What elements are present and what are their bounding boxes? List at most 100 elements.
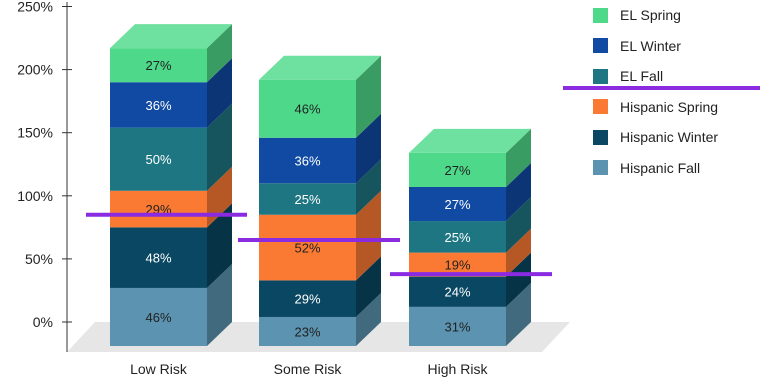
bar-top [409, 128, 531, 153]
data-label: 46% [145, 310, 171, 325]
bar-segment [409, 197, 531, 253]
legend-item-hispanic-spring: Hispanic Spring [593, 92, 718, 123]
data-label: 36% [294, 153, 320, 168]
legend-label-el-fall: EL Fall [620, 68, 664, 85]
bar-side [506, 128, 531, 187]
bar-segment [110, 24, 232, 83]
bar-side [506, 162, 531, 222]
legend-item-el-winter: EL Winter [593, 31, 718, 62]
data-label: 46% [294, 102, 320, 117]
bar-side [506, 228, 531, 277]
bar-side [356, 55, 381, 138]
bar-front [110, 82, 207, 128]
legend-label-el-spring: EL Spring [620, 7, 681, 24]
legend-item-el-spring: EL Spring [593, 0, 718, 31]
bar-segment [110, 58, 232, 128]
data-label: 36% [145, 98, 171, 113]
legend-item-hispanic-winter: Hispanic Winter [593, 122, 718, 153]
bar-segment [409, 252, 531, 307]
bar-segment [110, 263, 232, 346]
bar-segment [409, 228, 531, 277]
data-label: 25% [444, 230, 470, 245]
y-tick-label: 250% [17, 0, 53, 15]
y-tick-label: 0% [33, 314, 53, 330]
x-category-label: Low Risk [130, 361, 188, 377]
bar-segment [259, 190, 381, 281]
bar-front [259, 214, 356, 281]
bar-front [259, 137, 356, 184]
bar-side [207, 24, 232, 83]
bar-front [259, 79, 356, 138]
bar-side [207, 263, 232, 346]
legend-swatch-el-winter [593, 38, 608, 54]
x-category-label: High Risk [428, 361, 489, 377]
legend-swatch-hispanic-fall [593, 160, 608, 176]
bar-front [110, 48, 207, 83]
bar-side [356, 190, 381, 281]
bar-front [259, 183, 356, 215]
bar-side [207, 103, 232, 191]
bar-side [207, 203, 232, 288]
bar-front [110, 287, 207, 346]
bar-top [259, 55, 381, 80]
bar-segment [409, 282, 531, 346]
data-label: 27% [145, 58, 171, 73]
bar-side [356, 113, 381, 184]
legend-swatch-el-spring [593, 7, 608, 23]
bar-front [259, 316, 356, 346]
data-label: 50% [145, 152, 171, 167]
bar-side [356, 256, 381, 317]
bar-side [356, 292, 381, 346]
chart-legend: EL Spring EL Winter EL Fall Hispanic Spr… [593, 0, 718, 183]
bar-front [110, 227, 207, 288]
data-label: 27% [444, 197, 470, 212]
data-label: 52% [294, 241, 320, 256]
bar-front [110, 190, 207, 228]
y-tick-label: 100% [17, 188, 53, 204]
data-label: 19% [444, 258, 470, 273]
x-category-label: Some Risk [274, 361, 343, 377]
data-label: 29% [294, 292, 320, 307]
bar-front [409, 186, 506, 222]
bar-front [409, 306, 506, 346]
bar-segment [259, 55, 381, 138]
bar-side [506, 197, 531, 253]
bar-segment [409, 128, 531, 187]
bar-side [356, 159, 381, 215]
y-tick-label: 50% [25, 251, 53, 267]
data-label: 31% [444, 319, 470, 334]
legend-item-hispanic-fall: Hispanic Fall [593, 153, 718, 184]
bar-front [409, 252, 506, 277]
legend-item-el-fall: EL Fall [593, 61, 718, 92]
legend-swatch-hispanic-winter [593, 129, 608, 145]
bar-segment [259, 292, 381, 346]
bar-segment [259, 113, 381, 184]
y-tick-label: 150% [17, 125, 53, 141]
bar-segment [110, 103, 232, 191]
data-label: 23% [294, 324, 320, 339]
bar-front [259, 280, 356, 317]
bar-segment [110, 166, 232, 228]
data-label: 25% [294, 192, 320, 207]
legend-label-hispanic-fall: Hispanic Fall [620, 159, 701, 176]
legend-label-hispanic-winter: Hispanic Winter [620, 129, 719, 146]
legend-label-hispanic-spring: Hispanic Spring [620, 98, 719, 115]
bar-side [207, 166, 232, 228]
bar-front [409, 221, 506, 253]
y-tick-label: 200% [17, 62, 53, 78]
bar-top [110, 24, 232, 49]
bar-segment [259, 159, 381, 215]
data-label: 24% [444, 285, 470, 300]
data-label: 27% [444, 163, 470, 178]
bar-segment [409, 162, 531, 222]
bar-side [506, 282, 531, 346]
bar-front [409, 152, 506, 187]
bar-front [409, 276, 506, 307]
legend-label-el-winter: EL Winter [620, 37, 681, 54]
bar-segment [110, 203, 232, 288]
bar-side [207, 58, 232, 128]
data-label: 48% [145, 251, 171, 266]
bar-side [506, 252, 531, 307]
legend-swatch-el-fall [593, 68, 608, 84]
